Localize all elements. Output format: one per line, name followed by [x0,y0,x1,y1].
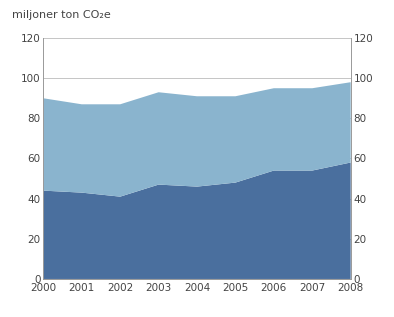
Text: miljoner ton CO₂e: miljoner ton CO₂e [12,10,111,20]
